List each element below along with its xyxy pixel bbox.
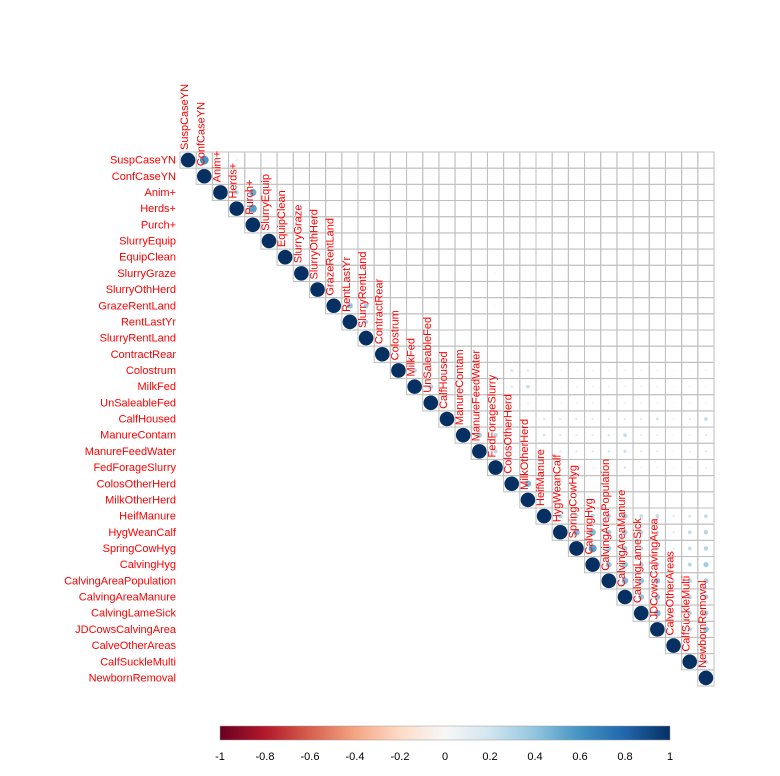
row-label: Purch+ (141, 219, 176, 231)
row-label: SuspCaseYN (110, 155, 176, 167)
row-label: SlurryOthHerd (106, 284, 176, 296)
column-label: ManureFeedWater (470, 350, 482, 442)
row-label: ColosOtherHerd (97, 478, 176, 490)
row-label: SlurryGraze (117, 268, 176, 280)
column-label: FedForageSlurry (487, 374, 499, 457)
row-label: ManureContam (100, 430, 176, 442)
column-label: SuspCaseYN (179, 84, 191, 150)
column-label: SlurryGraze (292, 205, 304, 264)
column-label: CalvingHyg (584, 498, 596, 554)
legend-tick-label: 0.8 (617, 751, 632, 763)
correlation-matrix-chart: SuspCaseYN ConfCaseYN Anim+ Herds+ Purch+ Slu… (0, 0, 780, 776)
row-label: RentLastYr (121, 316, 176, 328)
column-label: SpringCowHyg (567, 465, 579, 538)
column-label: ColosOtherHerd (503, 394, 515, 473)
legend-tick-label: -0.2 (391, 751, 410, 763)
column-label: UnSaleableFed (422, 317, 434, 393)
column-label: Herds+ (228, 163, 240, 199)
column-label: ManureContam (454, 349, 466, 425)
column-label: EquipClean (276, 190, 288, 247)
column-label: RentLastYr (341, 256, 353, 311)
row-label: UnSaleableFed (100, 397, 176, 409)
column-label: SlurryRentLand (357, 252, 369, 328)
column-label: CalvingAreaPopulation (600, 459, 612, 571)
column-label: MilkOtherHerd (519, 419, 531, 490)
column-label: ContractRear (373, 278, 385, 344)
correlation-matrix-svg: SuspCaseYN ConfCaseYN Anim+ Herds+ Purch+ Slu… (0, 0, 780, 776)
column-label: CalvingAreaManure (616, 490, 628, 587)
column-label: MilkFed (406, 338, 418, 377)
row-label: CalvingAreaPopulation (64, 575, 176, 587)
legend-tick-label: -0.4 (346, 751, 365, 763)
column-label: CalfSuckleMulti (681, 576, 693, 652)
row-label: SlurryEquip (119, 236, 176, 248)
column-label: Purch+ (244, 180, 256, 215)
row-label: ContractRear (111, 349, 177, 361)
column-label: SlurryOthHerd (309, 209, 321, 279)
legend-tick-label: -1 (215, 751, 225, 763)
column-label: NewbornRemoval (697, 580, 709, 667)
color-legend-bar (220, 726, 670, 740)
row-label: HygWeanCalf (108, 527, 177, 539)
row-label: CalvingLameSick (91, 608, 176, 620)
column-label: SlurryEquip (260, 174, 272, 231)
column-label: Anim+ (211, 151, 223, 183)
row-label: GrazeRentLand (98, 300, 176, 312)
row-label: SpringCowHyg (103, 543, 176, 555)
column-label: ConfCaseYN (195, 102, 207, 166)
column-label: JDCowsCalvingArea (648, 518, 660, 620)
row-label: ManureFeedWater (85, 446, 177, 458)
legend-tick-label: 0 (442, 751, 448, 763)
row-label: MilkFed (137, 381, 176, 393)
column-label: HeifManure (535, 449, 547, 506)
legend-tick-label: 0.4 (527, 751, 542, 763)
column-label: HygWeanCalf (551, 454, 563, 523)
row-label: CalvingHyg (120, 559, 176, 571)
row-label: CalveOtherAreas (92, 640, 177, 652)
legend-tick-label: -0.6 (301, 751, 320, 763)
legend-tick-label: 0.2 (482, 751, 497, 763)
row-label: Herds+ (140, 203, 176, 215)
row-label: SlurryRentLand (100, 333, 176, 345)
legend-tick-label: 0.6 (572, 751, 587, 763)
row-label: Anim+ (145, 187, 177, 199)
column-label: CalfHoused (438, 351, 450, 408)
legend-tick-label: 1 (667, 751, 673, 763)
column-label: CalvingLameSick (632, 518, 644, 603)
row-label: MilkOtherHerd (105, 494, 176, 506)
row-label: FedForageSlurry (93, 462, 176, 474)
row-label: ConfCaseYN (112, 171, 176, 183)
row-label: EquipClean (119, 252, 176, 264)
legend-tick-label: -0.8 (256, 751, 275, 763)
row-label: JDCowsCalvingArea (75, 624, 177, 636)
row-label: Colostrum (126, 365, 176, 377)
row-label: CalfHoused (119, 414, 176, 426)
row-label: CalfSuckleMulti (100, 656, 176, 668)
column-label: GrazeRentLand (325, 218, 337, 296)
column-label: CalveOtherAreas (665, 551, 677, 636)
row-label: CalvingAreaManure (79, 592, 176, 604)
column-label: Colostrum (389, 310, 401, 360)
row-label: HeifManure (119, 511, 176, 523)
row-label: NewbornRemoval (89, 672, 176, 684)
